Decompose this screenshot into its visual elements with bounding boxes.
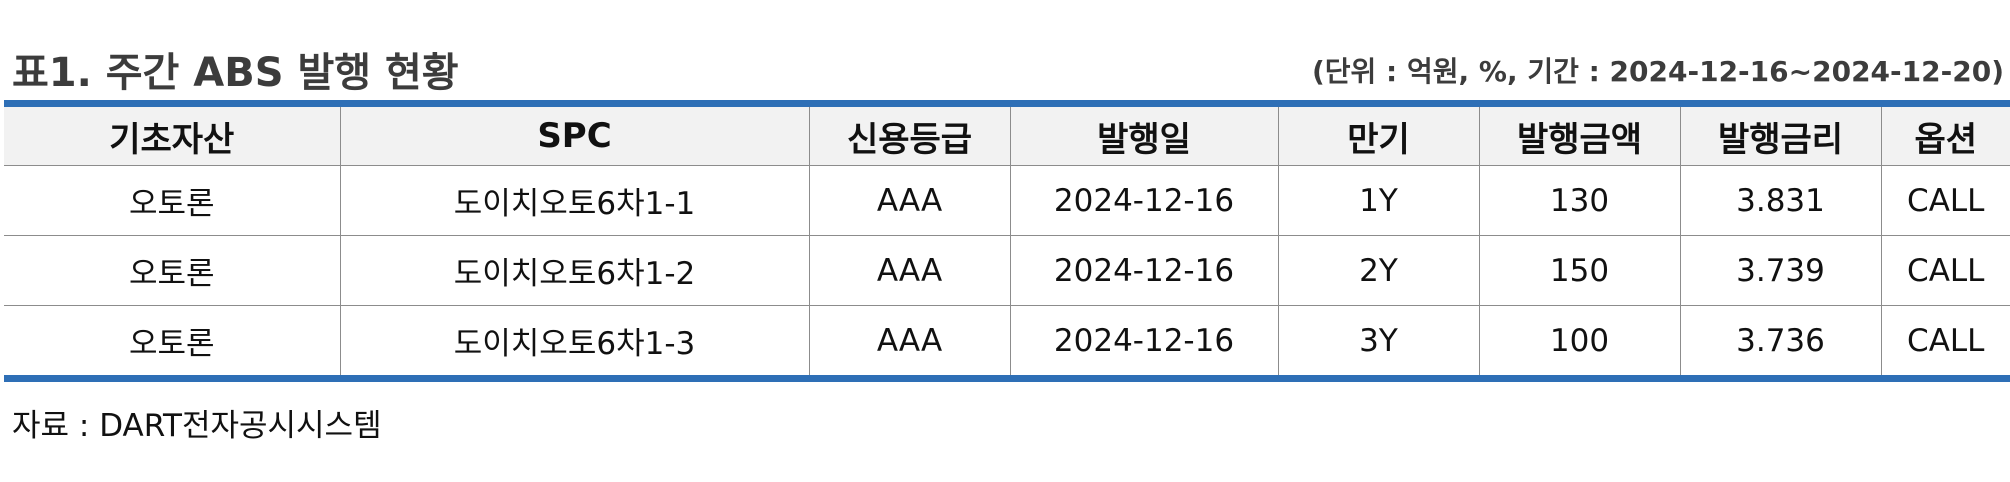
table-title: 표1. 주간 ABS 발행 현황 (12, 50, 459, 96)
cell-option: CALL (1880, 235, 2010, 306)
column-header-issue-amount: 발행금액 (1478, 103, 1680, 166)
column-header-issue-rate: 발행금리 (1679, 103, 1881, 166)
cell-issue-date: 2024-12-16 (1009, 305, 1278, 379)
cell-credit-rating: AAA (808, 165, 1010, 236)
cell-underlying-asset: 오토론 (4, 235, 340, 306)
cell-issue-amount: 100 (1478, 305, 1680, 379)
table-row: 오토론 도이치오토6차1-3 AAA 2024-12-16 3Y 100 3.7… (4, 305, 2010, 379)
column-header-maturity: 만기 (1277, 103, 1479, 166)
cell-option: CALL (1880, 305, 2010, 379)
cell-maturity: 2Y (1277, 235, 1479, 306)
column-header-spc: SPC (339, 103, 809, 166)
cell-issue-rate: 3.736 (1679, 305, 1881, 379)
table-row: 오토론 도이치오토6차1-2 AAA 2024-12-16 2Y 150 3.7… (4, 235, 2010, 306)
cell-option: CALL (1880, 165, 2010, 236)
abs-issuance-table: 기초자산 SPC 신용등급 발행일 만기 발행금액 발행금리 옵션 오토론 도이… (4, 100, 2010, 382)
cell-issue-amount: 130 (1478, 165, 1680, 236)
cell-spc: 도이치오토6차1-2 (339, 235, 809, 306)
cell-credit-rating: AAA (808, 235, 1010, 306)
header-row: 기초자산 SPC 신용등급 발행일 만기 발행금액 발행금리 옵션 (4, 103, 2010, 166)
cell-spc: 도이치오토6차1-3 (339, 305, 809, 379)
cell-maturity: 1Y (1277, 165, 1479, 236)
cell-issue-rate: 3.831 (1679, 165, 1881, 236)
cell-issue-rate: 3.739 (1679, 235, 1881, 306)
cell-issue-date: 2024-12-16 (1009, 165, 1278, 236)
cell-underlying-asset: 오토론 (128, 186, 215, 222)
title-bar: 표1. 주간 ABS 발행 현황 (단위 : 억원, %, 기간 : 2024-… (12, 40, 2004, 96)
source-note: 자료 : DART전자공시시스템 (12, 408, 382, 444)
table-row: 오토론 도이치오토6차1-1 AAA 2024-12-16 1Y 130 3.8… (4, 165, 2010, 236)
column-header-underlying-asset: 기초자산 (4, 103, 340, 166)
unit-note: (단위 : 억원, %, 기간 : 2024-12-16~2024-12-20) (1311, 55, 2004, 88)
column-header-credit-rating: 신용등급 (808, 103, 1010, 166)
column-header-option: 옵션 (1880, 103, 2010, 166)
cell-issue-date: 2024-12-16 (1009, 235, 1278, 306)
cell-spc: 도이치오토6차1-1 (339, 165, 809, 236)
column-header-issue-date: 발행일 (1009, 103, 1278, 166)
cell-underlying-asset: 오토론 (4, 305, 340, 379)
cell-issue-amount: 150 (1478, 235, 1680, 306)
cell-maturity: 3Y (1277, 305, 1479, 379)
cell-credit-rating: AAA (808, 305, 1010, 379)
